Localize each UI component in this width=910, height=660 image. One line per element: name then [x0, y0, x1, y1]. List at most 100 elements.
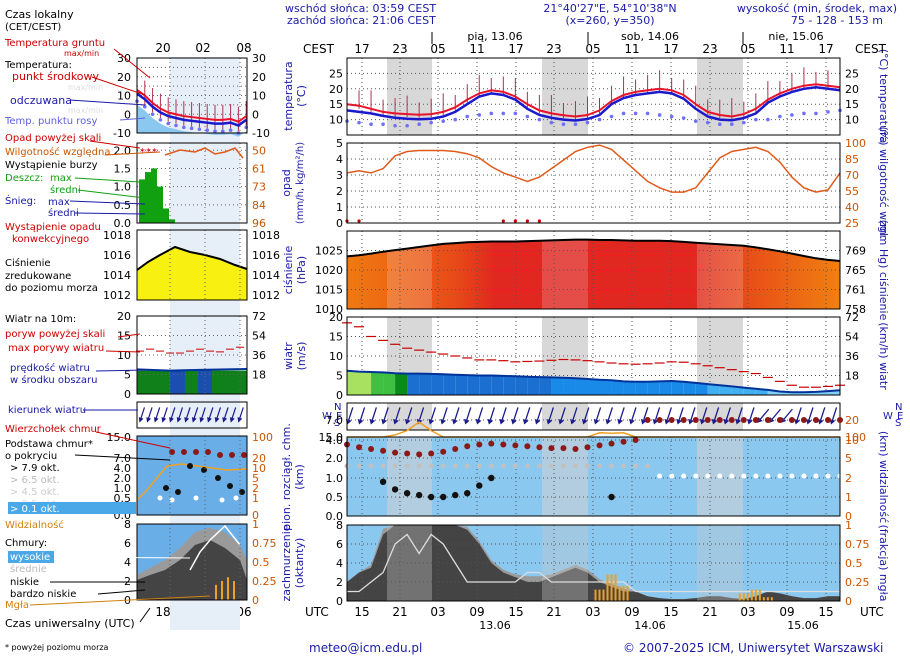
hour-tick-top: 11 — [469, 42, 484, 56]
chart-label: (°C) temperatura — [877, 49, 890, 144]
tick-label: 73 — [252, 181, 266, 194]
tick-label: 10 — [845, 114, 859, 127]
legend-label: Śnieg: — [5, 194, 36, 207]
legend-leader — [95, 369, 146, 372]
legend-leader — [91, 76, 146, 96]
hour-tick-top: 17 — [508, 42, 523, 56]
tick-label: 0.25 — [845, 576, 870, 589]
footer-email[interactable]: meteo@icm.edu.pl — [309, 641, 422, 655]
dew-point — [729, 122, 734, 127]
dew-point — [621, 111, 626, 116]
hour-tick-bottom: 21 — [702, 605, 717, 619]
legend-label: Temperatura: — [4, 60, 72, 71]
cloud-base-dot-dense — [427, 493, 435, 501]
legend-cloud-dot — [227, 483, 233, 489]
tick-label: 10 — [329, 114, 343, 127]
tick-label: 15.0 — [319, 431, 344, 444]
legend-dew-dot — [150, 112, 155, 117]
wind-speed-bar — [587, 379, 600, 395]
tick-label: 15.0 — [107, 431, 132, 444]
sunset-label: zachód słońca: 21:06 CEST — [287, 14, 436, 27]
chart-label: opad — [280, 169, 293, 196]
legend-leader — [97, 589, 146, 595]
cloud-base-dot — [705, 473, 711, 479]
fog-bar — [746, 593, 749, 601]
legend-wind-arrow — [146, 407, 153, 423]
wind-arrow — [475, 407, 484, 425]
tick-label: 20 — [252, 452, 266, 465]
wind-speed-bar — [647, 381, 660, 395]
cloud-top-dot — [704, 417, 711, 423]
tick-label: 2 — [336, 576, 343, 589]
feel-temp-line — [346, 86, 841, 122]
night-band — [387, 58, 432, 135]
hour-tick-top: 05 — [740, 42, 755, 56]
legend-cloud-dot — [215, 475, 221, 481]
legend-dew-dot — [174, 123, 178, 128]
tick-label: 15 — [845, 98, 859, 111]
legend-label: konwekcyjnego — [12, 234, 89, 245]
cloud-base-dot — [669, 473, 675, 479]
fog-bar — [602, 589, 605, 601]
coords-label: 21°40'27"E, 54°10'38"N — [543, 2, 676, 15]
legend-dew-dot — [197, 127, 202, 132]
wind-speed-bar — [611, 380, 624, 395]
tick-label: 25 — [845, 67, 859, 80]
wind-arrow — [357, 407, 366, 425]
wind-arrow — [440, 407, 448, 425]
tick-label: 1.0 — [114, 482, 132, 495]
wind-arrow — [499, 407, 507, 425]
wind-arrow-head — [428, 418, 435, 425]
rain-mark — [357, 219, 361, 223]
dew-point — [549, 120, 554, 125]
tick-label: 20 — [117, 310, 131, 323]
tick-label: 1 — [252, 518, 259, 531]
legend-wind-arrow-head — [229, 417, 235, 423]
legend-label: Temp. punktu rosy — [4, 116, 97, 127]
tick-label: 0.5 — [114, 492, 132, 505]
pressure-area — [347, 239, 840, 309]
wind-arrow — [463, 407, 472, 425]
cloud-base-dot — [801, 473, 807, 479]
wind-speed-bar — [575, 378, 588, 395]
legend-label: o pokryciu — [5, 451, 57, 462]
fog-bar — [742, 593, 745, 601]
compass-letter: W — [883, 411, 893, 422]
tick-label: 54 — [845, 331, 859, 344]
tick-label: 1 — [845, 491, 852, 504]
hour-tick-bottom: 15 — [818, 605, 833, 619]
legend-dew-dot — [205, 128, 209, 132]
cloud-base-dot — [464, 463, 470, 469]
wind-arrow-head — [699, 418, 706, 425]
hour-tick-top: 23 — [702, 42, 717, 56]
wind-arrow — [617, 407, 625, 425]
legend-wind-arrow-head — [222, 417, 228, 423]
chart-label: (km) widzialność — [877, 431, 890, 523]
cloud-top-dot — [692, 417, 699, 423]
legend-frame — [136, 142, 248, 224]
fog-bar — [614, 574, 617, 601]
hour-tick-top: 11 — [779, 42, 794, 56]
legend-frame — [136, 229, 248, 301]
cloud-top-dot — [740, 417, 747, 423]
tick-label: 1015 — [315, 284, 343, 297]
tick-label: 1 — [336, 201, 343, 214]
tick-label: 1025 — [315, 245, 343, 258]
dew-point — [633, 111, 638, 116]
wind-speed-bar — [527, 376, 540, 395]
cloud-top-dot — [524, 443, 531, 450]
compass-letter: N — [895, 402, 902, 413]
tick-label: 2.0 — [114, 472, 132, 485]
hour-tick-top: 17 — [818, 42, 833, 56]
legend-wind-arrow — [237, 407, 244, 423]
chart-label: (km) — [293, 464, 306, 490]
legend-label: Deszcz: — [5, 173, 43, 184]
tick-label: 100 — [845, 431, 866, 444]
tick-label: 761 — [845, 284, 866, 297]
chart-label: (oktanty) — [293, 538, 306, 589]
dew-point — [537, 117, 542, 122]
fog-bar — [738, 593, 741, 601]
legend-dew-dot — [143, 104, 147, 109]
chart-label: (mm/h, kg/m²/h) — [295, 142, 306, 224]
